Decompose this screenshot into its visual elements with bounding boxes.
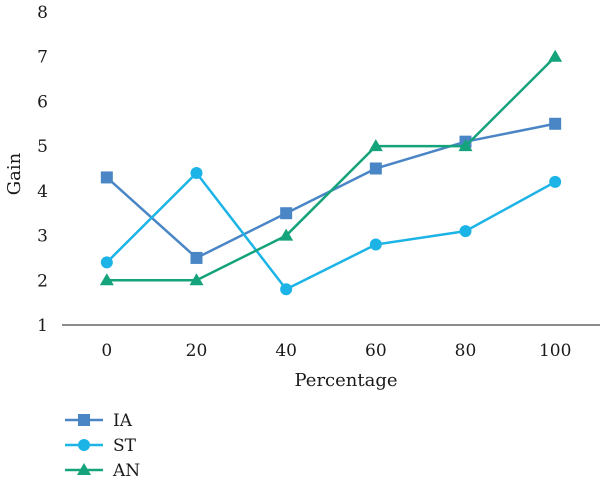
series-st — [100, 166, 562, 296]
y-tick-label: 1 — [37, 316, 48, 336]
y-tick-label: 3 — [37, 227, 48, 247]
data-point-ia — [190, 251, 203, 264]
data-point-an — [458, 139, 473, 152]
x-tick-label: 40 — [275, 341, 297, 361]
data-point-ia — [100, 171, 113, 184]
data-point-st — [100, 256, 113, 269]
data-point-an — [189, 273, 204, 286]
x-axis-title: Percentage — [294, 370, 397, 391]
x-tick-labels: 0 20 40 60 80 100 — [101, 341, 571, 361]
x-tick-label: 20 — [186, 341, 208, 361]
x-tick-label: 80 — [455, 341, 477, 361]
data-point-an — [279, 228, 294, 241]
legend-marker — [77, 463, 91, 475]
legend-marker — [78, 414, 90, 426]
y-tick-label: 7 — [37, 48, 48, 68]
legend-label: IA — [113, 411, 133, 431]
data-point-st — [190, 166, 203, 179]
data-point-st — [280, 283, 293, 296]
series-an — [99, 49, 563, 286]
legend-label: ST — [113, 436, 137, 456]
legend-marker — [78, 439, 90, 451]
series-layer — [99, 49, 563, 296]
data-point-ia — [549, 117, 562, 130]
y-tick-labels: 1 2 3 4 5 6 7 8 — [37, 3, 48, 336]
legend-item-ia: IA — [65, 411, 133, 431]
series-line-st — [105, 171, 556, 291]
data-point-st — [549, 175, 562, 188]
legend-label: AN — [112, 461, 140, 481]
x-tick-label: 100 — [539, 341, 571, 361]
series-line-an — [106, 55, 557, 282]
y-tick-label: 6 — [37, 92, 48, 112]
data-point-an — [368, 139, 383, 152]
legend: IA ST AN — [65, 411, 140, 481]
x-tick-label: 0 — [101, 341, 112, 361]
data-point-an — [99, 273, 114, 286]
y-axis-title: Gain — [4, 152, 25, 195]
data-point-ia — [280, 207, 293, 220]
data-point-st — [369, 238, 382, 251]
y-tick-label: 8 — [37, 3, 48, 23]
y-tick-label: 5 — [37, 137, 48, 157]
y-tick-label: 2 — [37, 271, 48, 291]
y-tick-label: 4 — [37, 182, 48, 202]
data-point-st — [459, 225, 472, 238]
legend-item-an: AN — [65, 461, 140, 481]
data-point-ia — [369, 162, 382, 175]
x-tick-label: 60 — [365, 341, 387, 361]
data-point-an — [548, 49, 563, 62]
legend-item-st: ST — [65, 436, 137, 456]
